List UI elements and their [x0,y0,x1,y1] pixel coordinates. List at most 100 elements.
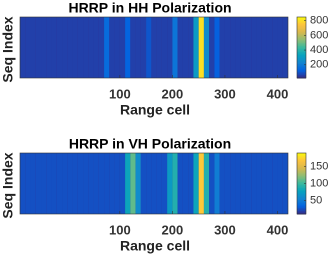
heat-cell [219,153,225,214]
heat-cell [41,17,47,78]
heat-cell [282,153,288,214]
colorbar-segment [297,185,306,188]
heat-cell [256,17,262,78]
heat-cell [109,153,115,214]
heat-cell [245,153,252,214]
colorbar-tick-label: 100 [310,177,328,189]
colorbar-segment [297,166,306,169]
colorbar-segment [297,156,306,159]
heat-cell [114,153,120,214]
colorbar-segment [297,65,306,68]
heat-cell [62,17,68,78]
x-tick-label: 100 [109,86,131,101]
heat-cell [146,17,152,78]
colorbar-segment [297,50,306,53]
colorbar-segment [297,165,306,168]
colorbar-tick-label: 200 [310,59,328,71]
heat-cell [125,17,131,78]
heat-cell [25,153,31,214]
colorbar-segment [297,30,306,33]
colorbar-segment [297,159,306,162]
colorbar-segment [297,177,306,180]
colorbar-segment [297,27,306,30]
heat-cell [161,17,168,78]
heat-cell [35,153,42,214]
colorbar-segment [297,33,306,36]
heat-cell [72,153,78,214]
heat-cell [135,17,141,78]
colorbar-segment [297,26,306,29]
heat-cell [277,17,283,78]
heat-cell [214,153,220,214]
heat-cell [251,17,257,78]
heat-cell [182,17,189,78]
heat-cell [261,153,267,214]
colorbar-segment [297,35,306,38]
heat-cell [62,153,68,214]
x-axis-label: Range cell [120,238,190,254]
heat-cell [235,17,241,78]
colorbar-segment [297,186,306,189]
heat-cell [151,17,157,78]
heat-cell [30,17,36,78]
colorbar-segment [297,42,306,45]
heat-cell [161,153,168,214]
heat-cell [167,153,173,214]
colorbar-segment [297,181,306,184]
heat-cell [272,153,278,214]
colorbar-tick-label: 150 [310,160,328,172]
x-tick-label: 400 [267,222,289,237]
heat-cell [193,17,199,78]
heat-cell [51,153,57,214]
colorbar-segment [297,189,306,192]
colorbar-tick-label: 600 [310,29,328,41]
heat-cell [135,153,141,214]
colorbar-segment [297,206,306,209]
heat-cell [46,17,52,78]
heat-cell [245,17,252,78]
colorbar-segment [297,209,306,212]
colorbar-segment [297,49,306,52]
heat-cell [209,17,215,78]
heat-cell [119,153,126,214]
heat-cell [188,17,194,78]
heat-cell [214,17,220,78]
heat-cell [156,17,162,78]
heat-cell [177,153,183,214]
x-tick-label: 200 [162,86,184,101]
colorbar-segment [297,200,306,203]
chart-title: HRRP in HH Polarization [68,0,231,16]
heat-cell [67,153,73,214]
colorbar-segment [297,180,306,183]
heat-cell [93,17,99,78]
colorbar-segment [297,56,306,59]
colorbar-segment [297,38,306,41]
plot-frame [19,16,289,79]
colorbar-segment [297,36,306,39]
heat-cell [182,153,189,214]
colorbar-segment [297,175,306,178]
colorbar-segment [297,23,306,26]
colorbar-segment [297,45,306,48]
colorbar-segment [297,74,306,77]
heat-cell [167,17,173,78]
heat-cell [266,17,273,78]
heat-cell [156,153,162,214]
heat-cell [146,153,152,214]
colorbar-segment [297,76,306,79]
heat-cell [67,17,73,78]
heat-cell [277,153,283,214]
colorbar-segment [297,73,306,76]
heat-cell [88,153,94,214]
heat-cell [198,153,204,214]
heat-cell [203,153,210,214]
colorbar-segment [297,212,306,215]
heat-cell [224,17,231,78]
colorbar-segment [297,172,306,175]
heat-cell [119,17,126,78]
colorbar-segment [297,192,306,195]
colorbar-segment [297,194,306,197]
heat-cell [140,153,147,214]
colorbar-segment [297,163,306,166]
heat-cell [240,153,246,214]
